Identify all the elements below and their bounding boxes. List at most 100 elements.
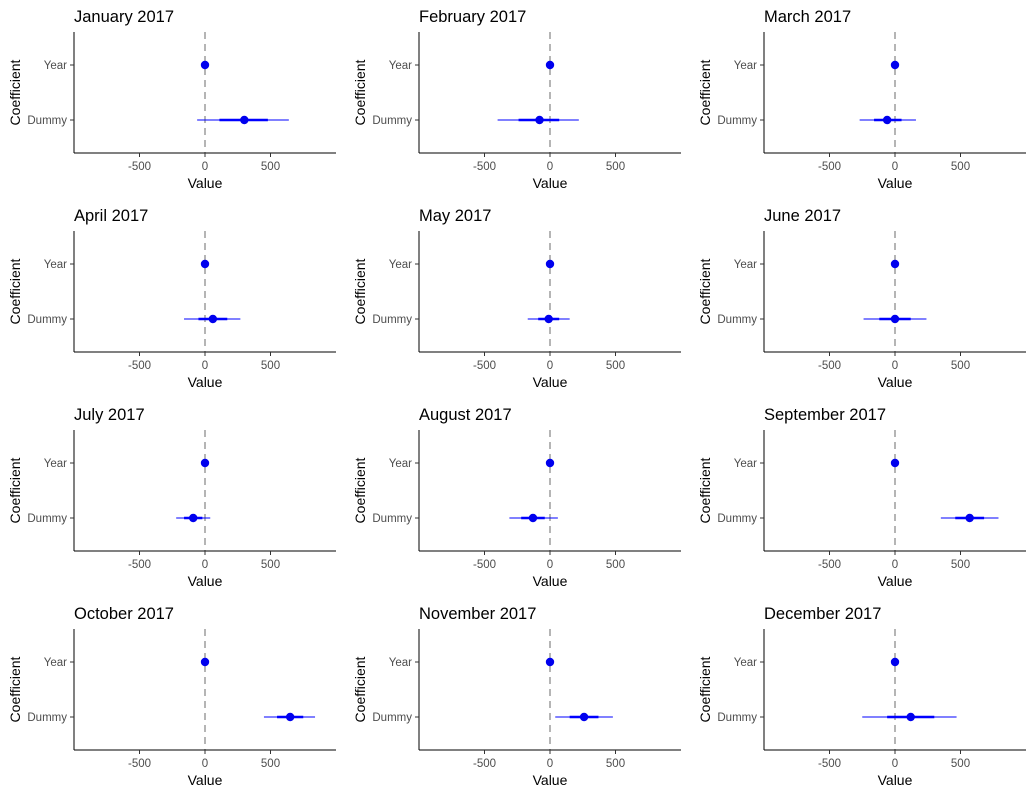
x-tick-label: -500 xyxy=(818,161,841,173)
x-tick-label: 0 xyxy=(547,559,553,571)
y-tick-label: Year xyxy=(734,60,757,72)
y-tick-label: Year xyxy=(734,458,757,470)
point-dummy xyxy=(285,712,295,722)
x-tick-label: 0 xyxy=(547,161,553,173)
point-year xyxy=(890,458,900,468)
point-year xyxy=(200,657,210,667)
x-tick-label: 0 xyxy=(547,758,553,770)
point-year xyxy=(200,259,210,269)
y-tick-label: Dummy xyxy=(717,712,757,724)
x-axis-title: Value xyxy=(533,175,568,191)
y-axis-title: Coefficient xyxy=(7,59,23,125)
panel-title: October 2017 xyxy=(74,605,174,623)
x-tick-label: -500 xyxy=(128,758,151,770)
point-year xyxy=(545,657,555,667)
x-tick-label: 500 xyxy=(951,758,970,770)
panel-6: June 2017 Year Dummy -500 0 500 Value Coefficie… xyxy=(697,207,1026,390)
panel-1: January 2017 Year Dummy -500 0 500 Value Coeffi… xyxy=(7,8,336,191)
y-tick-label: Year xyxy=(44,657,67,669)
y-axis-title: Coefficient xyxy=(7,258,23,324)
point-year xyxy=(200,458,210,468)
x-tick-label: -500 xyxy=(473,559,496,571)
y-axis-title: Coefficient xyxy=(697,457,713,523)
panel-title: September 2017 xyxy=(764,406,886,424)
x-axis-title: Value xyxy=(878,772,913,788)
x-tick-label: 500 xyxy=(606,161,625,173)
x-axis-title: Value xyxy=(188,772,223,788)
panel-title: June 2017 xyxy=(764,207,841,225)
point-year xyxy=(545,60,555,70)
panel-8: August 2017 Year Dummy -500 0 500 Value Coeffic… xyxy=(352,406,681,589)
panel-7: July 2017 Year Dummy -500 0 500 Value Coefficie… xyxy=(7,406,336,589)
y-tick-label: Year xyxy=(44,259,67,271)
point-dummy xyxy=(189,513,198,523)
panel-3: March 2017 Year Dummy -500 0 500 Value Coeffici… xyxy=(697,8,1026,191)
point-dummy xyxy=(208,314,218,324)
panel-title: January 2017 xyxy=(74,8,174,26)
x-axis-title: Value xyxy=(533,772,568,788)
x-tick-label: -500 xyxy=(818,758,841,770)
x-axis-title: Value xyxy=(878,175,913,191)
x-tick-label: 500 xyxy=(261,161,280,173)
y-axis-title: Coefficient xyxy=(352,59,368,125)
y-tick-label: Year xyxy=(389,259,412,271)
y-axis-title: Coefficient xyxy=(697,656,713,722)
x-axis-title: Value xyxy=(533,573,568,589)
y-tick-label: Year xyxy=(734,657,757,669)
point-year xyxy=(200,60,210,70)
y-tick-label: Dummy xyxy=(372,115,412,127)
x-tick-label: 500 xyxy=(951,360,970,372)
point-dummy xyxy=(240,115,249,125)
x-tick-label: 500 xyxy=(951,559,970,571)
x-tick-label: -500 xyxy=(128,161,151,173)
y-tick-label: Year xyxy=(389,657,412,669)
y-tick-label: Dummy xyxy=(372,314,412,326)
x-tick-label: 0 xyxy=(892,758,898,770)
x-axis-title: Value xyxy=(878,573,913,589)
y-tick-label: Dummy xyxy=(27,712,67,724)
y-tick-label: Year xyxy=(389,458,412,470)
y-tick-label: Year xyxy=(389,60,412,72)
y-tick-label: Dummy xyxy=(717,314,757,326)
x-tick-label: -500 xyxy=(818,559,841,571)
panel-title: July 2017 xyxy=(74,406,145,424)
y-axis-title: Coefficient xyxy=(7,457,23,523)
y-axis-title: Coefficient xyxy=(697,59,713,125)
point-dummy xyxy=(544,314,553,324)
y-tick-label: Dummy xyxy=(372,712,412,724)
x-tick-label: 500 xyxy=(606,360,625,372)
point-dummy xyxy=(890,314,900,324)
y-tick-label: Dummy xyxy=(27,115,67,127)
panel-title: March 2017 xyxy=(764,8,851,26)
point-year xyxy=(545,458,555,468)
x-tick-label: 500 xyxy=(606,559,625,571)
x-tick-label: 0 xyxy=(892,161,898,173)
point-year xyxy=(890,259,900,269)
y-axis-title: Coefficient xyxy=(352,258,368,324)
panel-title: May 2017 xyxy=(419,207,491,225)
x-axis-title: Value xyxy=(533,374,568,390)
x-tick-label: -500 xyxy=(818,360,841,372)
x-tick-label: -500 xyxy=(128,360,151,372)
panel-4: April 2017 Year Dummy -500 0 500 Value Coeffici… xyxy=(7,207,336,390)
x-axis-title: Value xyxy=(188,175,223,191)
point-dummy xyxy=(579,712,589,722)
point-dummy xyxy=(965,513,974,523)
y-tick-label: Dummy xyxy=(372,513,412,525)
y-tick-label: Dummy xyxy=(717,115,757,127)
panel-9: September 2017 Year Dummy -500 0 500 Value Coef… xyxy=(697,406,1026,589)
x-tick-label: 500 xyxy=(261,360,280,372)
x-tick-label: 0 xyxy=(892,360,898,372)
x-axis-title: Value xyxy=(878,374,913,390)
point-dummy xyxy=(906,712,915,722)
panel-5: May 2017 Year Dummy -500 0 500 Value Coefficien… xyxy=(352,207,681,390)
point-dummy xyxy=(882,115,892,125)
x-tick-label: -500 xyxy=(473,360,496,372)
x-tick-label: -500 xyxy=(128,559,151,571)
x-tick-label: 500 xyxy=(606,758,625,770)
x-tick-label: 0 xyxy=(202,360,208,372)
panel-title: February 2017 xyxy=(419,8,526,26)
panel-2: February 2017 Year Dummy -500 0 500 Value Coeff… xyxy=(352,8,681,191)
y-tick-label: Year xyxy=(44,458,67,470)
x-tick-label: 500 xyxy=(261,559,280,571)
